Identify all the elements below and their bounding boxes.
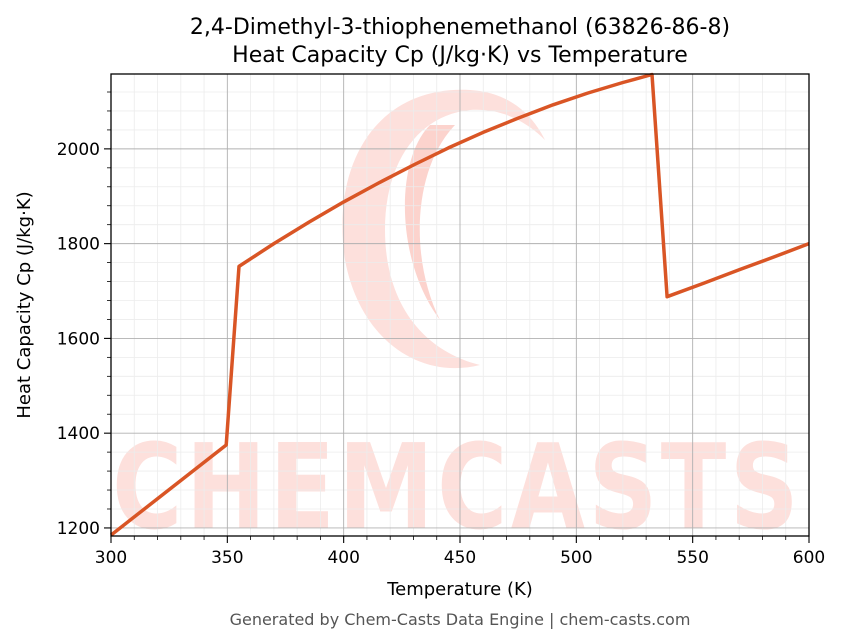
x-tick-label: 550 [676, 548, 708, 568]
x-tick-label: 500 [560, 548, 592, 568]
x-tick-label: 450 [444, 548, 476, 568]
series-line [109, 72, 810, 537]
y-tick-label: 1600 [57, 329, 100, 349]
y-axis: 1200 1400 1600 1800 2000 [57, 91, 111, 539]
x-axis-label: Temperature (K) [386, 579, 533, 600]
watermark-text: CHEMCASTS [112, 418, 802, 556]
watermark-logo-swirl-inner [404, 125, 455, 320]
y-tick-label: 2000 [57, 140, 100, 160]
chart-subtitle: Heat Capacity Cp (J/kg·K) vs Temperature [232, 43, 688, 68]
x-tick-label: 400 [327, 548, 359, 568]
watermark: CHEMCASTS [112, 89, 802, 556]
y-tick-label: 1800 [57, 235, 100, 255]
watermark-logo-swirl [342, 89, 545, 369]
x-tick-label: 600 [793, 548, 825, 568]
y-tick-label: 1400 [57, 424, 100, 444]
x-tick-label: 300 [95, 548, 127, 568]
y-tick-label: 1200 [57, 519, 100, 539]
y-axis-label: Heat Capacity Cp (J/kg·K) [14, 191, 35, 418]
footer-credit: Generated by Chem-Casts Data Engine | ch… [230, 610, 691, 629]
x-axis: 300 350 400 450 500 550 600 [95, 536, 825, 568]
x-tick-label: 350 [211, 548, 243, 568]
chart-title: 2,4-Dimethyl-3-thiophenemethanol (63826-… [190, 15, 730, 40]
